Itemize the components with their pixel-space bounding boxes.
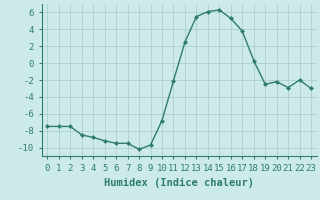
- X-axis label: Humidex (Indice chaleur): Humidex (Indice chaleur): [104, 178, 254, 188]
